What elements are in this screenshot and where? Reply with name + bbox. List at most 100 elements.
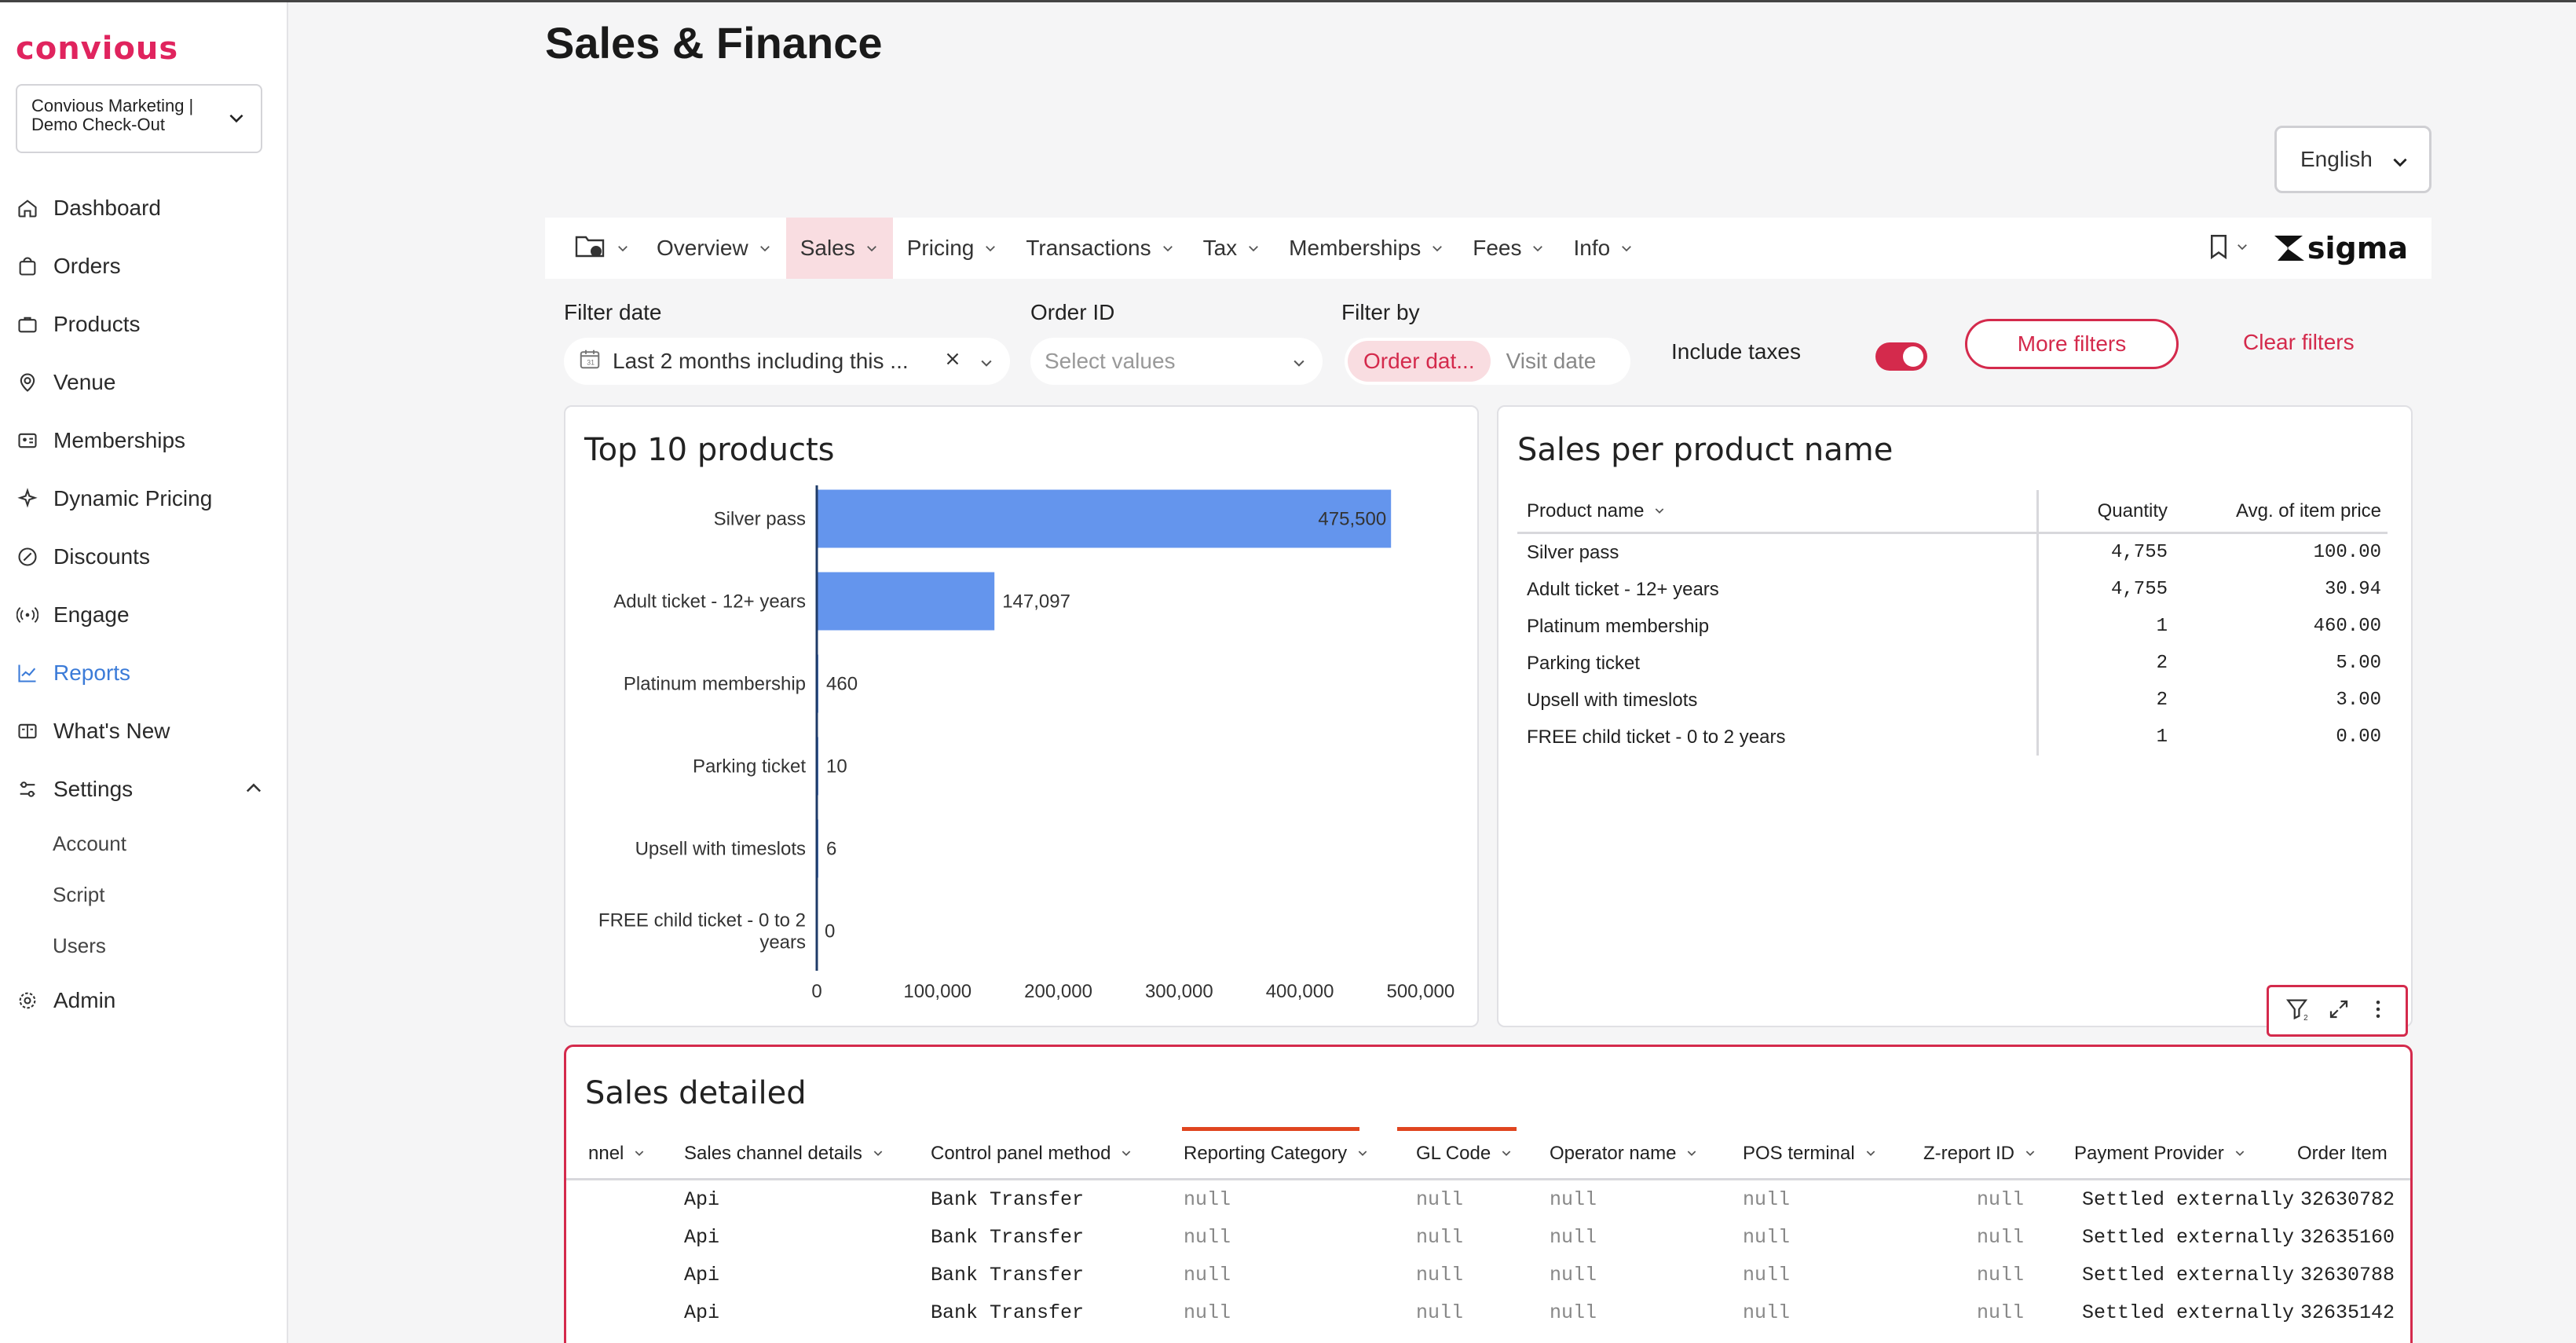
nav-item-venue[interactable]: Venue — [0, 353, 288, 412]
svg-text:2: 2 — [2303, 1014, 2308, 1023]
cell-avg-price: 3.00 — [2336, 690, 2381, 711]
col-quantity[interactable]: Quantity — [2097, 500, 2168, 521]
table-cell: Bank Transfer — [931, 1226, 1085, 1249]
chevron-down-icon — [865, 236, 879, 261]
bar[interactable] — [817, 572, 995, 631]
column-label: nnel — [588, 1143, 624, 1164]
settings-sub-users[interactable]: Users — [53, 934, 106, 957]
sales-detailed-panel: Sales detailed nnel Sales channel detail… — [564, 1045, 2413, 1343]
tab-pricing[interactable]: Pricing — [893, 218, 1012, 279]
filter-by-order-date[interactable]: Order dat... — [1348, 341, 1491, 382]
language-select[interactable]: English — [2274, 126, 2431, 193]
chevron-down-icon[interactable] — [2235, 240, 2249, 258]
top-products-panel: Top 10 products Silver pass 475,500 Adult … — [564, 405, 1479, 1027]
table-row[interactable]: Api Bank Transfer null null null null null Sett… — [566, 1218, 2410, 1256]
nav-item-orders[interactable]: Orders — [0, 237, 288, 295]
table-row[interactable]: Adult ticket - 12+ years 4,755 30.94 — [1517, 571, 2388, 608]
col-operator-name[interactable]: Operator name — [1550, 1143, 1698, 1165]
nav-item-label: What's New — [53, 719, 170, 743]
table-cell: null — [1550, 1301, 1597, 1324]
include-taxes-toggle[interactable] — [1875, 342, 1927, 371]
tab-overview[interactable]: Overview — [642, 218, 786, 279]
value-label: 10 — [826, 756, 847, 778]
convious-logo[interactable]: convious — [16, 31, 179, 67]
nav-item-label: Reports — [53, 661, 131, 685]
nav-item-reports[interactable]: Reports — [0, 644, 288, 702]
chevron-down-icon — [616, 236, 630, 261]
nav-item-settings[interactable]: Settings — [0, 760, 288, 818]
tab-label: Overview — [657, 236, 748, 260]
folder-menu[interactable] — [545, 218, 642, 279]
col-control-panel-method[interactable]: Control panel method — [931, 1143, 1132, 1165]
nav-item-label: Dynamic Pricing — [53, 486, 213, 510]
table-cell: Api — [684, 1226, 720, 1249]
col-sales-channel[interactable]: nnel — [588, 1143, 646, 1165]
col-payment-provider[interactable]: Payment Provider — [2074, 1143, 2246, 1165]
settings-sub-script[interactable]: Script — [53, 883, 105, 906]
tab-memberships[interactable]: Memberships — [1275, 218, 1458, 279]
col-sales-channel-details[interactable]: Sales channel details — [684, 1143, 884, 1165]
calendar-icon: 31 — [578, 347, 602, 376]
tab-tax[interactable]: Tax — [1189, 218, 1275, 279]
category-label: Parking ticket — [693, 756, 806, 778]
bar[interactable] — [817, 489, 1392, 548]
col-order-item[interactable]: Order Item — [2297, 1143, 2388, 1165]
filter-by-visit-date[interactable]: Visit date — [1506, 349, 1597, 373]
table-row[interactable]: Api Bank Transfer null null null null null Sett… — [566, 1294, 2410, 1331]
column-label: Sales channel details — [684, 1143, 862, 1164]
settings-sub-account[interactable]: Account — [53, 832, 126, 855]
table-cell: Api — [684, 1301, 720, 1324]
col-avg-item-price[interactable]: Avg. of item price — [2236, 500, 2381, 521]
tab-transactions[interactable]: Transactions — [1012, 218, 1188, 279]
chevron-down-icon — [1161, 236, 1175, 261]
filter-date-input[interactable]: 31 Last 2 months including this ... — [564, 338, 1010, 385]
col-pos-terminal[interactable]: POS terminal — [1743, 1143, 1877, 1165]
table-cell: null — [1184, 1264, 1231, 1286]
x-tick-label: 0 — [811, 981, 821, 1002]
more-filters-button[interactable]: More filters — [1965, 319, 2179, 369]
chevron-down-icon — [1500, 1143, 1513, 1165]
tab-info[interactable]: Info — [1559, 218, 1648, 279]
col-reporting-category[interactable]: Reporting Category — [1184, 1143, 1369, 1165]
table-cell: Api — [684, 1264, 720, 1286]
tab-sales[interactable]: Sales — [785, 218, 893, 279]
filter-icon[interactable]: 2 — [2285, 996, 2311, 1026]
nav-item-dynamic-pricing[interactable]: Dynamic Pricing — [0, 470, 288, 528]
expand-icon[interactable] — [2327, 997, 2351, 1025]
chevron-up-icon[interactable] — [243, 778, 265, 805]
table-row[interactable]: Api Bank Transfer null null null null null Sett… — [566, 1256, 2410, 1294]
nav-item-whats-new[interactable]: What's New — [0, 702, 288, 760]
nav-item-discounts[interactable]: Discounts — [0, 528, 288, 586]
element-toolbar: 2 — [2267, 985, 2408, 1037]
account-selector[interactable]: Convious Marketing | Demo Check-Out — [16, 84, 262, 153]
tab-fees[interactable]: Fees — [1458, 218, 1559, 279]
col-gl-code[interactable]: GL Code — [1416, 1143, 1513, 1165]
table-row[interactable]: Parking ticket 2 5.00 — [1517, 645, 2388, 682]
nav-item-products[interactable]: Products — [0, 295, 288, 353]
table-row[interactable]: Platinum membership 1 460.00 — [1517, 608, 2388, 645]
table-cell: Settled externally — [2082, 1264, 2295, 1286]
table-row[interactable]: Upsell with timeslots 2 3.00 — [1517, 682, 2388, 719]
table-row[interactable]: FREE child ticket - 0 to 2 years 1 0.00 — [1517, 719, 2388, 756]
chevron-down-icon — [2024, 1143, 2036, 1165]
chevron-down-icon — [2390, 152, 2410, 177]
cell-quantity: 2 — [2156, 690, 2168, 711]
order-id-select[interactable]: Select values — [1030, 338, 1323, 385]
account-name-line1: Convious Marketing | — [31, 96, 194, 115]
chevron-down-icon — [983, 236, 997, 261]
table-cell: 32635160 — [2300, 1226, 2395, 1249]
clear-filters-button[interactable]: Clear filters — [2243, 330, 2355, 354]
nav-item-engage[interactable]: Engage — [0, 586, 288, 644]
table-row[interactable]: Silver pass 4,755 100.00 — [1517, 534, 2388, 571]
col-z-report-id[interactable]: Z-report ID — [1923, 1143, 2036, 1165]
table-row[interactable]: Api Bank Transfer null null null null null Sett… — [566, 1180, 2410, 1218]
clear-icon[interactable] — [942, 349, 963, 375]
bookmark-icon[interactable] — [2207, 232, 2230, 265]
more-vertical-icon[interactable] — [2366, 997, 2390, 1025]
nav-item-dashboard[interactable]: Dashboard — [0, 179, 288, 237]
col-product-name[interactable]: Product name — [1517, 490, 2039, 532]
nav-item-admin[interactable]: Admin — [0, 972, 288, 1030]
cell-quantity: 1 — [2156, 616, 2168, 637]
cell-quantity: 4,755 — [2110, 579, 2168, 600]
nav-item-memberships[interactable]: Memberships — [0, 412, 288, 470]
